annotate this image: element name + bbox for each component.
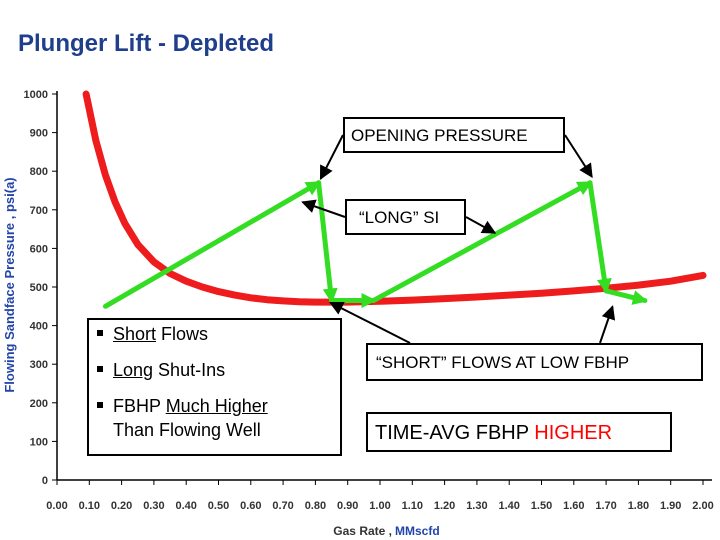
- x-tick-label: 1.60: [563, 500, 584, 512]
- opening-pressure-box: OPENING PRESSURE: [343, 117, 565, 153]
- x-tick-label: 0.40: [175, 500, 196, 512]
- x-tick-label: 1.20: [434, 500, 455, 512]
- axes: [56, 91, 712, 481]
- x-axis-label: Gas Rate ,: [333, 524, 392, 538]
- series-layer: [82, 90, 707, 309]
- slide-title: Plunger Lift - Depleted: [18, 30, 275, 57]
- y-tick-label: 800: [30, 166, 48, 178]
- bullet-long-shut-ins: Long Shut-Ins: [97, 360, 225, 381]
- tick-labels: 0.00 0.10 0.20 0.30 0.40 0.50 0.60 0.70 0.80 0.90…: [24, 89, 714, 512]
- y-tick-label: 100: [30, 436, 48, 448]
- outflow-curve-line: [82, 90, 707, 306]
- plunger-cycle-2: [371, 180, 648, 305]
- bullet-list-box: Short Flows Long Shut-Ins FBHP Much High…: [87, 318, 342, 456]
- cycle-segment: [603, 288, 648, 305]
- short-flows-label: “SHORT” FLOWS AT LOW FBHP: [376, 353, 630, 372]
- cycle-segment: [587, 180, 612, 294]
- x-tick-label: 0.50: [208, 500, 229, 512]
- y-tick-label: 1000: [24, 89, 48, 101]
- x-tick-label: 1.00: [369, 500, 390, 512]
- x-tick-label: 0.20: [111, 500, 132, 512]
- x-tick-label: 1.10: [402, 500, 423, 512]
- long-si-label: “LONG” SI: [359, 208, 440, 227]
- x-tick-label: 2.00: [692, 500, 713, 512]
- arrow-long-si-1: [301, 199, 346, 218]
- x-tick-label: 0.80: [305, 500, 326, 512]
- arrow-opening-pressure-1: [319, 134, 344, 181]
- y-axis-label: Flowing Sandface Pressure , psi(a): [2, 177, 17, 392]
- x-tick-label: 0.00: [46, 500, 67, 512]
- cycle-segment: [316, 180, 338, 304]
- x-axis-unit: MMscfd: [395, 524, 440, 538]
- x-tick-label: 1.90: [660, 500, 681, 512]
- y-tick-label: 200: [30, 398, 48, 410]
- long-si-box: “LONG” SI: [345, 199, 466, 235]
- cycle-segment: [371, 180, 593, 304]
- arrow-short-flows-1: [329, 301, 411, 344]
- time-avg-prefix: TIME-AVG FBHP: [375, 422, 529, 444]
- opening-pressure-label: OPENING PRESSURE: [351, 126, 528, 145]
- y-tick-label: 500: [30, 282, 48, 294]
- x-tick-label: 0.10: [79, 500, 100, 512]
- time-avg-label: TIME-AVG FBHP HIGHER: [375, 422, 612, 445]
- x-tick-label: 1.70: [595, 500, 616, 512]
- x-tick-label: 1.50: [531, 500, 552, 512]
- x-tick-label: 1.30: [466, 500, 487, 512]
- bullet-marker: [97, 366, 103, 373]
- cycle-segment: [102, 180, 322, 309]
- x-tick-label: 0.30: [143, 500, 164, 512]
- y-tick-label: 0: [42, 475, 48, 487]
- y-tick-label: 900: [30, 128, 48, 140]
- time-avg-highlight: HIGHER: [534, 422, 613, 444]
- bullet-fbhp-line2: Than Flowing Well: [113, 420, 261, 440]
- y-tick-label: 400: [30, 321, 48, 333]
- y-tick-label: 600: [30, 243, 48, 255]
- x-tick-label: 1.40: [498, 500, 519, 512]
- arrow-short-flows-2: [599, 305, 616, 344]
- x-tick-label: 0.60: [240, 500, 261, 512]
- bullet-short-flows: Short Flows: [97, 324, 208, 345]
- bullet-fbhp-higher: FBHP Much Higher: [97, 396, 268, 417]
- bullet-marker: [97, 402, 103, 409]
- axis-titles: Gas Rate , MMscfd Flowing Sandface Press…: [2, 177, 440, 538]
- x-tick-label: 0.70: [272, 500, 293, 512]
- time-avg-box: TIME-AVG FBHP HIGHER: [366, 412, 672, 452]
- bullet-marker: [97, 330, 103, 337]
- x-tick-label: 0.90: [337, 500, 358, 512]
- annotation-arrows: [301, 134, 616, 344]
- x-tick-label: 1.80: [628, 500, 649, 512]
- y-tick-label: 700: [30, 205, 48, 217]
- short-flows-box: “SHORT” FLOWS AT LOW FBHP: [366, 343, 703, 381]
- plunger-cycle-1: [102, 180, 377, 309]
- arrow-long-si-2: [465, 216, 497, 234]
- arrow-opening-pressure-2: [564, 134, 593, 178]
- y-tick-label: 300: [30, 359, 48, 371]
